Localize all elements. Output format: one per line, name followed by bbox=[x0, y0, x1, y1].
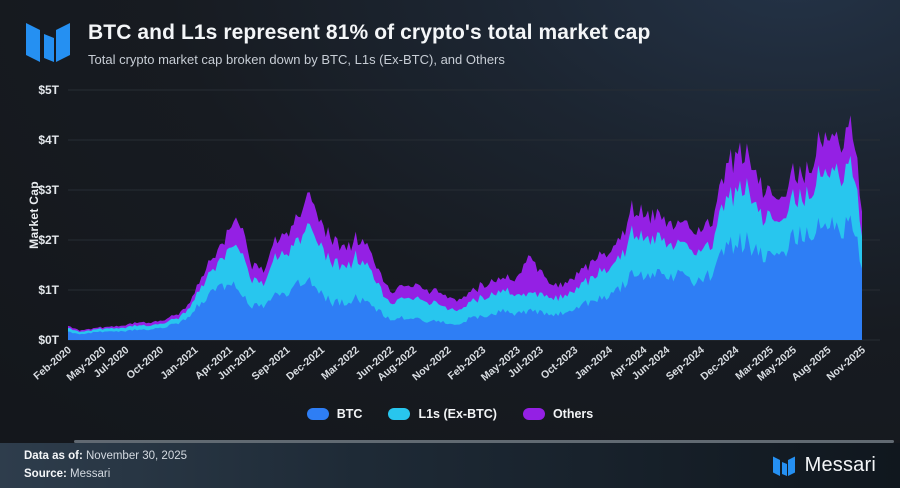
y-axis-tick-label: $3T bbox=[38, 183, 59, 197]
messari-wordmark: Messari bbox=[804, 454, 876, 476]
x-axis-tick-label: Nov-2022 bbox=[410, 344, 454, 383]
y-axis-tick-label: $5T bbox=[38, 83, 59, 97]
y-axis-tick-label: $4T bbox=[38, 133, 59, 147]
y-axis-tick-label: $0T bbox=[38, 333, 59, 347]
y-axis-tick-label: $1T bbox=[38, 283, 59, 297]
legend-swatch-icon bbox=[522, 408, 545, 420]
legend-item-btc: BTC bbox=[306, 407, 363, 421]
chart-legend: BTC L1s (Ex-BTC) Others bbox=[0, 407, 900, 421]
x-axis-tick-label: Nov-2025 bbox=[824, 344, 868, 383]
x-axis-tick-label: Jan-2021 bbox=[158, 344, 200, 382]
y-axis-tick-label: $2T bbox=[38, 233, 59, 247]
source-value: Messari bbox=[70, 467, 111, 480]
source-label: Source: bbox=[24, 467, 67, 480]
chart-header: BTC and L1s represent 81% of crypto's to… bbox=[88, 21, 650, 67]
messari-brand-icon bbox=[772, 456, 795, 476]
legend-label: L1s (Ex-BTC) bbox=[418, 407, 497, 421]
messari-brand: Messari bbox=[772, 454, 876, 477]
area-btc bbox=[68, 215, 862, 340]
page-title: BTC and L1s represent 81% of crypto's to… bbox=[88, 21, 651, 44]
legend-swatch-icon bbox=[306, 408, 329, 420]
x-axis-tick-label: Jan-2024 bbox=[573, 344, 615, 382]
messari-logo-icon bbox=[26, 23, 70, 62]
x-axis-tick-label: Dec-2021 bbox=[284, 344, 327, 383]
horizontal-scrollbar[interactable] bbox=[74, 440, 894, 443]
x-axis-tick-label: Dec-2024 bbox=[698, 344, 741, 383]
legend-swatch-icon bbox=[388, 408, 411, 420]
page-subtitle: Total crypto market cap broken down by B… bbox=[88, 52, 505, 67]
data-as-of-line: Data as of: November 30, 2025 bbox=[24, 448, 187, 466]
data-as-of-value: November 30, 2025 bbox=[86, 449, 188, 462]
legend-label: Others bbox=[552, 407, 594, 421]
legend-item-others: Others bbox=[522, 407, 594, 421]
source-line: Source: Messari bbox=[24, 466, 187, 484]
y-axis-title: Market Cap bbox=[27, 181, 41, 249]
legend-label: BTC bbox=[336, 407, 363, 421]
data-as-of-label: Data as of: bbox=[24, 449, 83, 462]
footer-bar: Data as of: November 30, 2025 Source: Me… bbox=[0, 443, 900, 488]
legend-item-l1s-ex-btc: L1s (Ex-BTC) bbox=[388, 407, 497, 421]
footer-meta: Data as of: November 30, 2025 Source: Me… bbox=[24, 448, 187, 484]
